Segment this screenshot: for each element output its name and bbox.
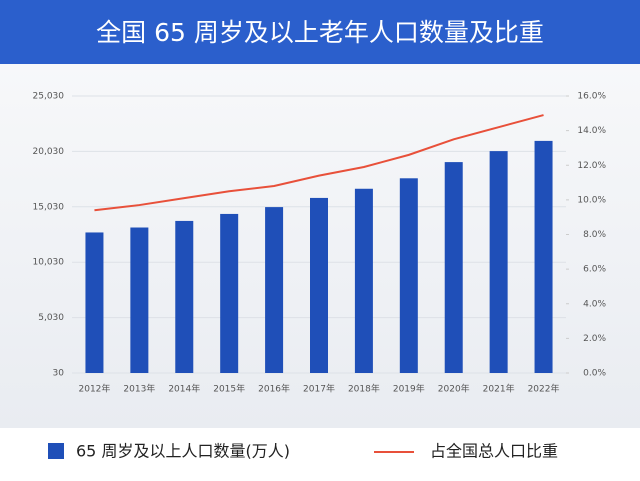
y-tick-label: 15,030 [33,202,65,212]
x-tick-label: 2021年 [483,383,515,395]
bar [85,232,104,373]
x-tick-label: 2018年 [348,383,380,395]
legend-swatch [48,443,64,459]
bar [534,140,553,373]
bar [354,188,373,373]
x-tick-label: 2015年 [213,383,245,395]
y-tick-label: 25,030 [33,92,65,102]
y-tick-label: 20,030 [33,147,65,157]
line [94,114,544,212]
bar [444,162,463,373]
y2-tick-label: 8.0% [583,230,606,240]
y2-tick-label: 10.0% [577,195,606,205]
y2-tick-label: 0.0% [583,369,606,379]
y-tick-label: 10,030 [33,258,65,268]
chart-title: 全国 65 周岁及以上老年人口数量及比重 [96,18,544,47]
bar [399,178,418,373]
bar [175,220,194,373]
x-tick-label: 2020年 [438,383,470,395]
x-tick-label: 2019年 [393,383,425,395]
y2-tick-label: 12.0% [577,161,606,171]
y2-tick-label: 2.0% [583,334,606,344]
legend-background [0,428,640,477]
y2-tick-label: 14.0% [577,126,606,136]
y2-tick-label: 6.0% [583,265,606,275]
x-tick-label: 2017年 [303,383,335,395]
legend-label: 65 周岁及以上人口数量(万人) [76,442,290,461]
bar [489,151,508,373]
y2-tick-label: 4.0% [583,299,606,309]
x-tick-label: 2016年 [258,383,290,395]
title-banner [0,0,640,64]
bar [310,197,328,373]
y-tick-label: 5,030 [38,313,64,323]
x-tick-label: 2014年 [168,383,200,395]
bar [265,207,284,373]
x-tick-label: 2012年 [79,383,111,395]
y2-tick-label: 16.0% [577,92,606,102]
x-tick-label: 2013年 [123,383,155,395]
x-tick-label: 2022年 [528,383,560,395]
bar [220,213,239,373]
y-tick-label: 30 [53,369,65,379]
legend-label: 占全国总人口比重 [430,442,558,461]
bar [130,227,149,373]
